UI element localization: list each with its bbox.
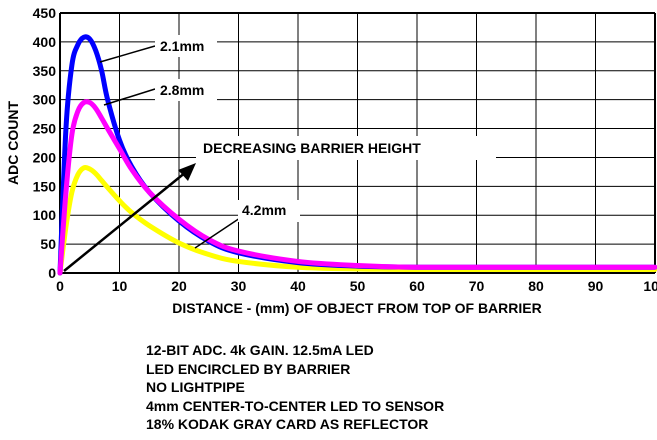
x-tick-label: 20 <box>171 278 187 294</box>
x-tick-label: 50 <box>350 278 366 294</box>
y-tick-label: 300 <box>33 92 57 108</box>
x-tick-label: 10 <box>112 278 128 294</box>
x-tick-label: 80 <box>528 278 544 294</box>
y-tick-label: 400 <box>33 34 57 50</box>
label-box-decreasing <box>196 136 496 160</box>
x-tick-labels: 0 10 20 30 40 50 60 70 80 90 100 <box>56 278 657 294</box>
annotation-2-1mm: 2.1mm <box>160 38 204 54</box>
x-tick-label: 40 <box>290 278 306 294</box>
arrow-shaft <box>63 171 187 272</box>
note-line: 4mm CENTER-TO-CENTER LED TO SENSOR <box>146 397 445 414</box>
note-line: LED ENCIRCLED BY BARRIER <box>146 360 351 377</box>
annotations: 2.1mm 2.8mm 4.2mm DECREASING BARRIER HEIGHT <box>63 35 496 272</box>
x-tick-label: 60 <box>409 278 425 294</box>
annotation-decreasing-barrier-height: DECREASING BARRIER HEIGHT <box>203 140 421 156</box>
annotation-2-8mm: 2.8mm <box>160 82 204 98</box>
note-line: 18% KODAK GRAY CARD AS REFLECTOR <box>146 416 429 432</box>
leader-line-2-1mm <box>99 45 156 63</box>
y-tick-labels: 0 50 100 150 200 250 300 350 400 450 <box>33 5 57 281</box>
y-tick-label: 100 <box>33 207 57 223</box>
label-box-2-1mm <box>155 35 217 57</box>
y-tick-label: 250 <box>33 121 57 137</box>
note-line: NO LIGHTPIPE <box>146 379 245 395</box>
label-box-4-2mm <box>238 200 300 222</box>
x-tick-label: 30 <box>231 278 247 294</box>
y-tick-label: 350 <box>33 63 57 79</box>
annotation-4-2mm: 4.2mm <box>242 202 286 218</box>
x-axis-label: DISTANCE - (mm) OF OBJECT FROM TOP OF BA… <box>172 300 541 316</box>
x-tick-label: 0 <box>56 278 64 294</box>
leader-line-4-2mm <box>194 217 241 249</box>
y-tick-label: 450 <box>33 5 57 21</box>
x-tick-label: 70 <box>469 278 485 294</box>
x-tick-label: 100 <box>643 278 657 294</box>
series-line-4-2mm <box>57 164 657 276</box>
x-tick-label: 90 <box>588 278 604 294</box>
note-line: 12-BIT ADC. 4k GAIN. 12.5mA LED <box>146 342 374 358</box>
arrow-head <box>178 163 196 181</box>
test-conditions-notes: 12-BIT ADC. 4k GAIN. 12.5mA LED LED ENCI… <box>146 341 444 434</box>
y-tick-label: 0 <box>48 265 56 281</box>
label-box-2-8mm <box>155 79 217 101</box>
y-tick-label: 50 <box>40 236 56 252</box>
leader-line-2-8mm <box>103 88 156 106</box>
series-line-2-8mm <box>57 99 657 276</box>
y-axis-label: ADC COUNT <box>5 101 21 185</box>
series-lines <box>57 34 657 276</box>
y-tick-label: 150 <box>33 178 57 194</box>
y-tick-label: 200 <box>33 149 57 165</box>
